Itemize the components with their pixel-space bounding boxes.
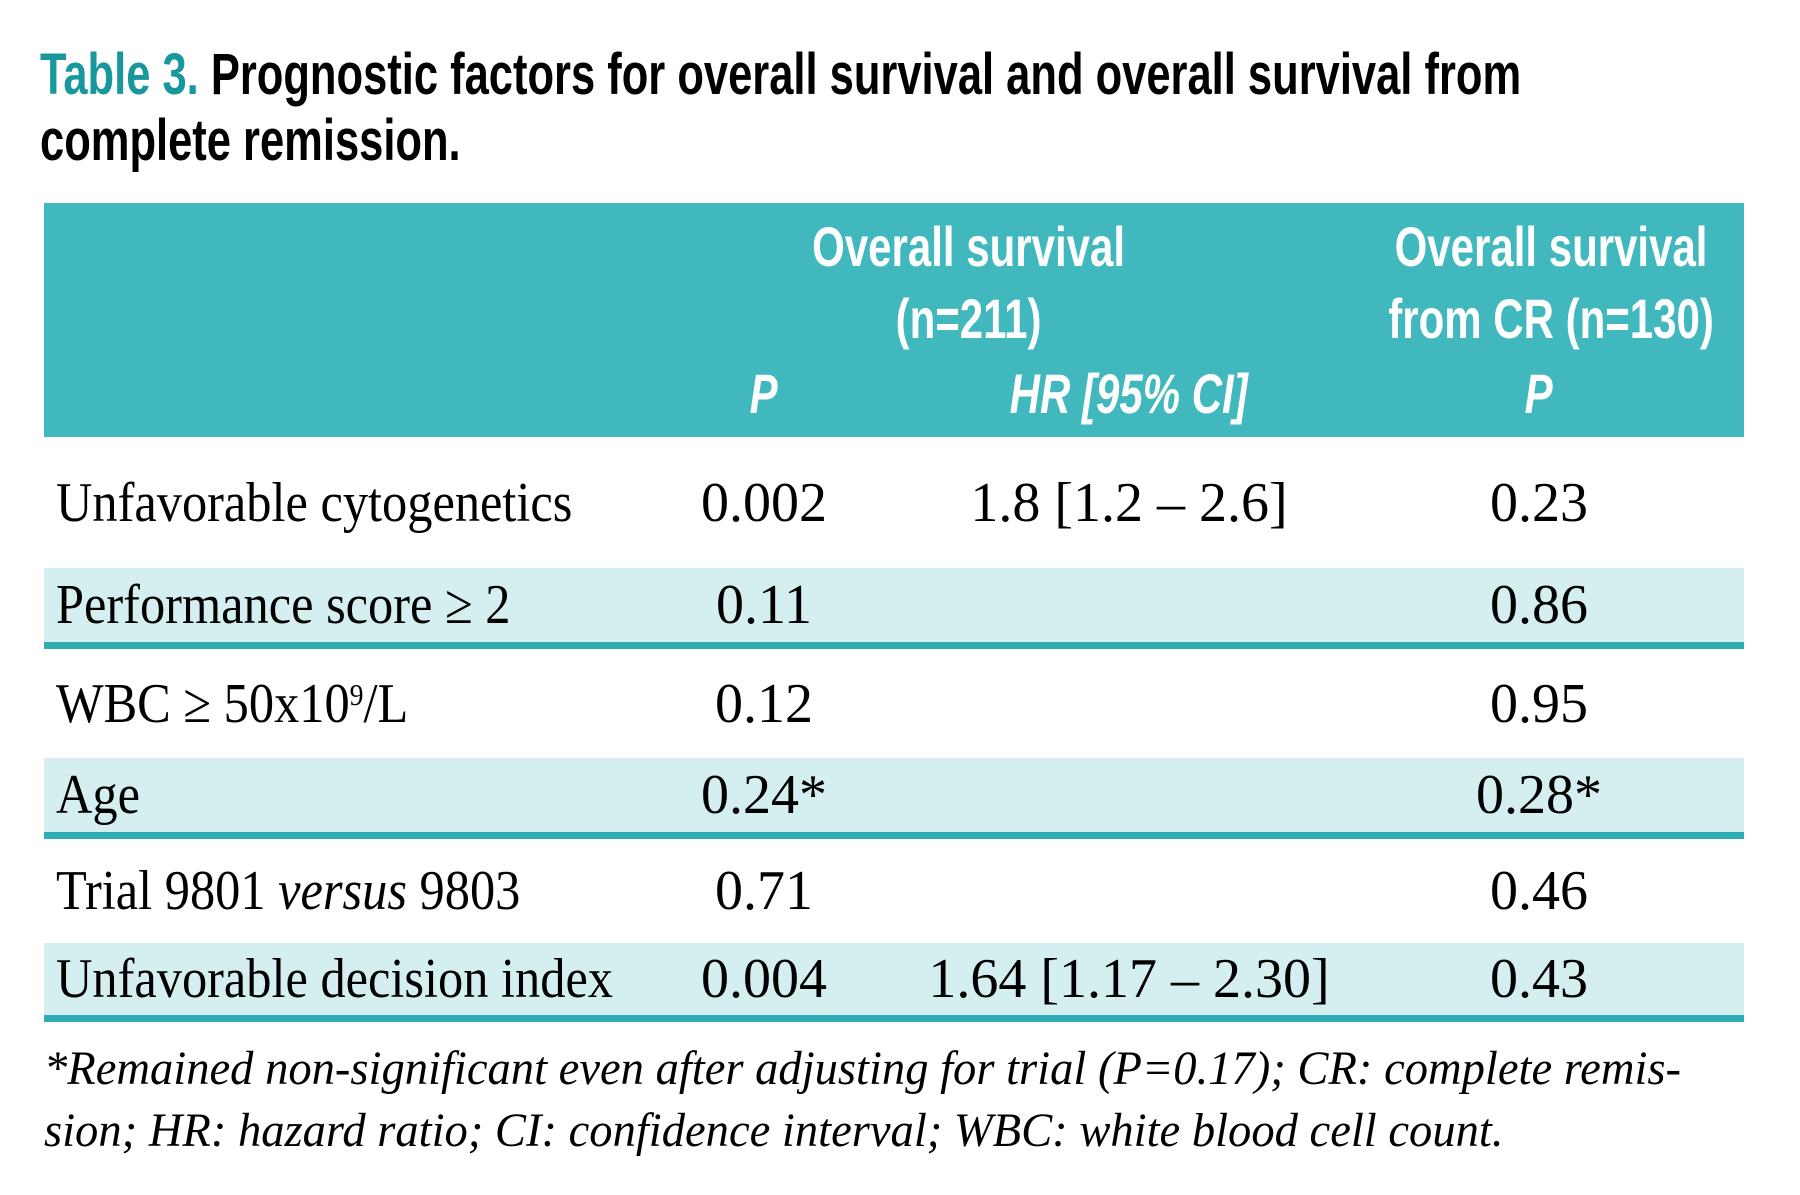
cell-hr-ci: 1.64 [1.17 – 2.30] [928,948,1330,1010]
table-subheader: P HR [95% CI] P [44,359,1744,429]
footnote-line1: *Remained non-significant even after adj… [44,1042,1682,1095]
header-group1-line2: (n=211) [896,287,1042,350]
row-label: WBC ≥ 50x109/L [56,672,409,735]
table-title-line1: Table 3. Prognostic factors for overall … [40,42,1765,108]
cell-p-os: 0.24* [701,764,827,826]
table-number-label: Table 3. [40,42,199,107]
header-group2-line2: from CR (n=130) [1388,287,1714,350]
subheader-hr-ci: HR [95% CI] [1009,362,1249,425]
row-label: Age [56,764,140,826]
header-group-overall-survival: Overall survival (n=211) [604,211,1334,355]
subheader-p-os: P [749,362,779,425]
table-footnote: *Remained non-significant even after adj… [44,1038,1751,1162]
cell-p-cr: 0.43 [1490,948,1588,1010]
table-header-groups: Overall survival (n=211) Overall surviva… [44,211,1744,355]
table-title-line2: complete remission. [40,108,461,173]
header-group2-line1: Overall survival [1394,215,1708,278]
cell-p-os: 0.002 [701,471,827,534]
cell-p-os: 0.71 [715,860,813,922]
prognostic-factors-table: Overall survival (n=211) Overall surviva… [44,203,1744,1022]
cell-p-cr: 0.28* [1476,764,1602,826]
cell-p-cr: 0.46 [1490,860,1588,922]
cell-p-cr: 0.86 [1490,574,1588,636]
cell-p-cr: 0.95 [1490,672,1588,735]
cell-hr-ci: 1.8 [1.2 – 2.6] [970,471,1288,534]
table-row: WBC ≥ 50x109/L 0.12 0.95 [44,649,1744,758]
row-label: Performance score ≥ 2 [56,574,511,636]
cell-p-os: 0.12 [715,672,813,735]
table-row: Unfavorable cytogenetics 0.002 1.8 [1.2 – … [44,437,1744,568]
table-title: Table 3. Prognostic factors for overall … [40,42,1765,174]
table-row: Age 0.24* 0.28* [44,758,1744,839]
table-row: Performance score ≥ 2 0.11 0.86 [44,568,1744,649]
subheader-p-cr: P [1524,362,1554,425]
cell-p-cr: 0.23 [1490,471,1588,534]
table-row: Trial 9801 versus 9803 0.71 0.46 [44,839,1744,943]
row-label: Trial 9801 versus 9803 [56,860,521,922]
row-label: Unfavorable cytogenetics [56,471,573,534]
cell-p-os: 0.11 [716,574,812,636]
header-group1-line1: Overall survival [812,215,1126,278]
header-group-overall-survival-from-cr: Overall survival from CR (n=130) [1334,211,1744,355]
table-header: Overall survival (n=211) Overall surviva… [44,203,1744,437]
row-label: Unfavorable decision index [56,948,614,1010]
table-row: Unfavorable decision index 0.004 1.64 [1.1… [44,943,1744,1022]
table-title-text: Prognostic factors for overall survival … [198,42,1522,107]
cell-p-os: 0.004 [701,948,827,1010]
table-body: Unfavorable cytogenetics 0.002 1.8 [1.2 – … [44,437,1744,1022]
footnote-line2: sion; HR: hazard ratio; CI: confidence i… [44,1104,1504,1157]
